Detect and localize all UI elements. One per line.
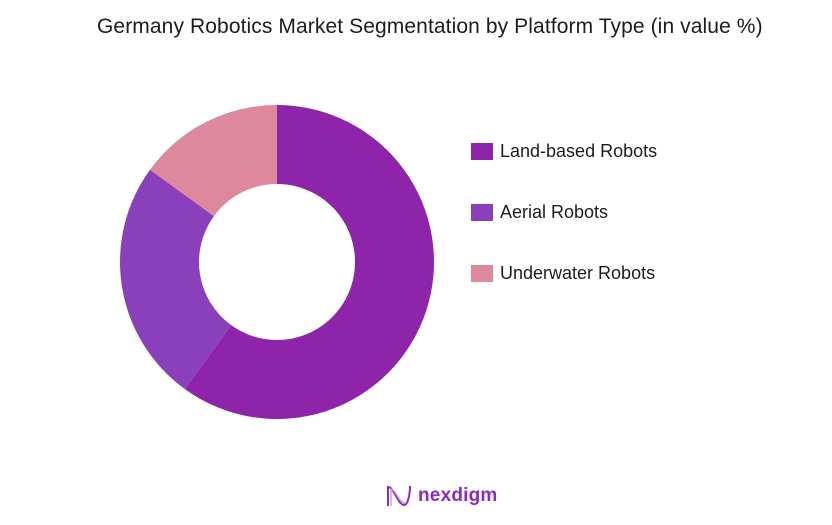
legend-swatch	[471, 203, 493, 221]
chart-legend: Land-based Robots Aerial Robots Underwat…	[471, 138, 657, 321]
donut-segment-underwater-robots	[149, 105, 277, 217]
legend-label: Land-based Robots	[500, 140, 658, 161]
nexdigm-logo: nexdigm	[386, 484, 498, 508]
legend-item-aerial: Aerial Robots	[471, 199, 657, 225]
legend-swatch	[471, 142, 493, 160]
donut-segment-land-based-robots	[184, 105, 435, 419]
legend-label: Aerial Robots	[500, 201, 609, 222]
legend-swatch	[471, 264, 493, 282]
legend-item-land-based: Land-based Robots	[471, 138, 657, 164]
chart-title: Germany Robotics Market Segmentation by …	[97, 15, 763, 38]
legend-item-underwater: Underwater Robots	[471, 260, 657, 286]
nexdigm-wave-logo-icon	[387, 485, 411, 507]
logo-text: nexdigm	[418, 485, 498, 506]
donut-segment-aerial-robots	[120, 169, 232, 390]
legend-label: Underwater Robots	[500, 262, 656, 283]
